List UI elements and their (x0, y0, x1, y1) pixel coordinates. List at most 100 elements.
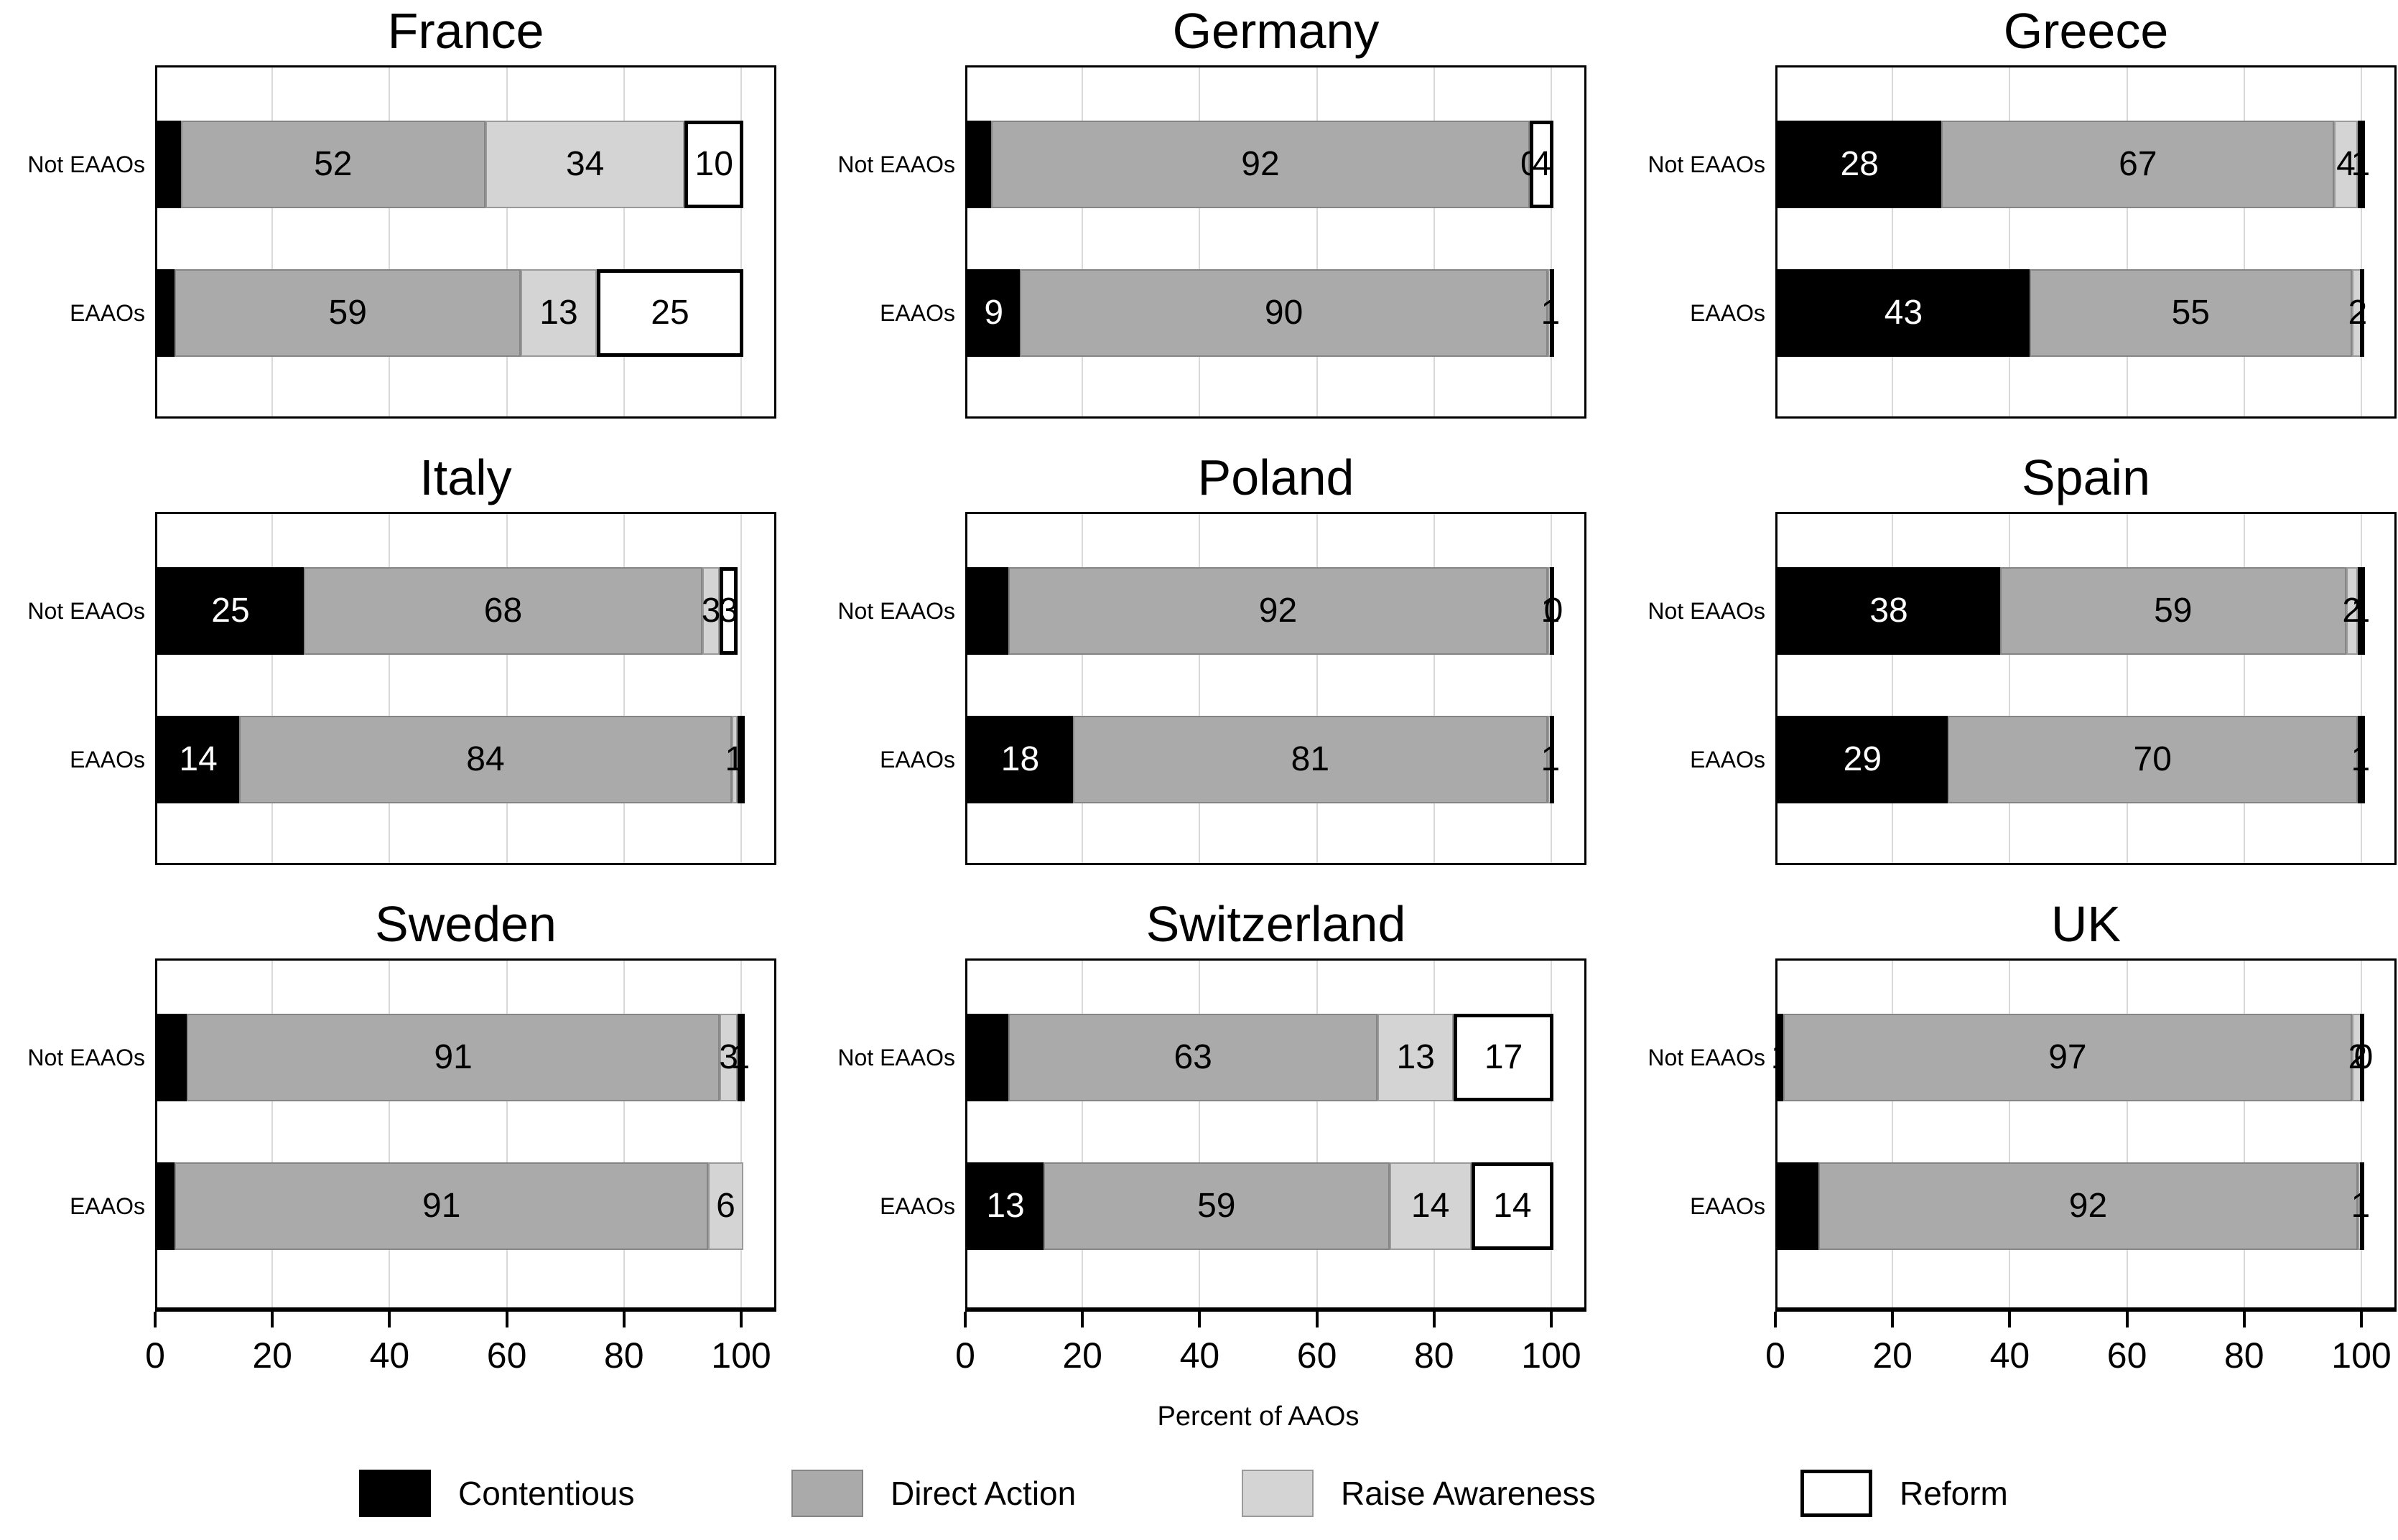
gridline-20 (1082, 514, 1084, 863)
row-label-sweden-0: Not EAAOs (27, 1045, 145, 1070)
gridline-20 (271, 67, 274, 416)
value-label: 18 (1000, 740, 1040, 778)
row-label-switzerland-1: EAAOs (880, 1193, 955, 1219)
gridline-60 (2126, 67, 2128, 416)
stacked-bar-poland-0: 9210 (967, 567, 1563, 655)
gridline-100 (2361, 67, 2362, 416)
bar-end-cap (2360, 1014, 2364, 1101)
gridline-40 (389, 514, 391, 863)
panel-spain: 38 59 2 1 29 70 1 (1775, 512, 2397, 865)
value-label: 1 (2351, 592, 2371, 630)
x-tick-label-80: 80 (1413, 1335, 1454, 1376)
legend-swatch-reform (1800, 1470, 1872, 1517)
x-tick-40 (2008, 1312, 2012, 1327)
stacked-bar-spain-1: 29 70 1 (1777, 716, 2370, 803)
facet-title-uk: UK (2050, 896, 2122, 952)
value-label: 4 (1532, 145, 1552, 183)
stacked-bar-greece-0: 28 67 4 1 (1777, 121, 2370, 208)
gridline-60 (1316, 67, 1318, 416)
legend-swatch-raise-awareness (1242, 1470, 1314, 1517)
segment-direct-action (1783, 1014, 2352, 1101)
x-tick-label-100: 100 (2331, 1335, 2392, 1376)
gridline-80 (623, 961, 625, 1307)
legend-entry-contentious: Contentious (359, 1465, 635, 1522)
segment-contentious (967, 716, 1073, 803)
value-label: 55 (2171, 294, 2210, 332)
x-tick-100 (740, 1312, 743, 1327)
panel-uk: 19720 921 (1771, 958, 2397, 1312)
value-label: 1 (2351, 740, 2371, 778)
x-tick-80 (1432, 1312, 1436, 1327)
value-label: 1 (2351, 145, 2371, 183)
x-tick-40 (1198, 1312, 1202, 1327)
legend-label-raise-awareness: Raise Awareness (1341, 1475, 1596, 1512)
segment-direct-action (2000, 567, 2346, 655)
gridline-40 (1199, 514, 1201, 863)
segment-contentious (1777, 1014, 1784, 1101)
stacked-bar-poland-1: 18811 (967, 716, 1560, 803)
gridline-40 (1199, 961, 1201, 1307)
gridline-80 (1433, 514, 1435, 863)
segment-reform (1530, 121, 1553, 208)
segment-contentious (157, 716, 240, 803)
segment-raise-awareness (2334, 121, 2358, 208)
gridline-20 (271, 514, 274, 863)
segment-contentious (1777, 716, 1948, 803)
stacked-bar-uk-0: 19720 (1771, 1014, 2373, 1101)
segment-raise-awareness (702, 567, 720, 655)
segment-raise-awareness (520, 269, 597, 357)
stacked-bar-italy-1: 14 84 1 (157, 716, 745, 803)
x-tick-0 (154, 1312, 157, 1327)
segment-raise-awareness (1377, 1014, 1454, 1101)
facet-title-france: France (387, 3, 544, 59)
gridline-20 (1892, 67, 1894, 416)
segment-raise-awareness (485, 121, 685, 208)
row-label-germany-1: EAAOs (880, 300, 955, 326)
segment-contentious (967, 1014, 1009, 1101)
segment-reform (2357, 716, 2365, 803)
segment-contentious (157, 121, 181, 208)
value-label: 67 (2119, 145, 2157, 183)
x-tick-label-40: 40 (1989, 1335, 2030, 1376)
row-label-uk-1: EAAOs (1690, 1193, 1765, 1219)
x-tick-40 (388, 1312, 391, 1327)
row-label-greece-0: Not EAAOs (1648, 151, 1765, 177)
value-label: 59 (328, 294, 367, 332)
gridline-60 (506, 514, 508, 863)
value-label: 84 (466, 740, 505, 778)
gridline-80 (1433, 67, 1435, 416)
value-label: 6 (716, 1187, 735, 1225)
segment-contentious (967, 1162, 1044, 1250)
segment-direct-action (186, 1014, 720, 1101)
segment-direct-action (2029, 269, 2352, 357)
segment-direct-action (1008, 567, 1548, 655)
value-label: 3 (719, 592, 738, 630)
value-label: 92 (2068, 1187, 2108, 1225)
segment-direct-action (990, 121, 1530, 208)
gridline-100 (740, 67, 742, 416)
stacked-bar-france-1: 59 13 25 (157, 269, 743, 357)
value-label: 91 (434, 1038, 473, 1076)
segment-reform (737, 716, 745, 803)
stacked-bar-sweden-1: 91 6 (157, 1162, 743, 1250)
panel-switzerland: 63 13 17 13 59 14 14 (965, 958, 1586, 1312)
gridline-40 (389, 961, 391, 1307)
value-label: 9 (984, 294, 1004, 332)
gridline-60 (506, 961, 508, 1307)
x-tick-label-40: 40 (1179, 1335, 1220, 1376)
panel-italy: 25 68 3 3 14 84 1 (155, 512, 776, 865)
segment-raise-awareness (1389, 1162, 1472, 1250)
value-label: 14 (179, 740, 218, 778)
segment-reform (684, 121, 743, 208)
gridline-20 (1892, 514, 1894, 863)
gridline-100 (1551, 961, 1552, 1307)
gridline-20 (1082, 67, 1084, 416)
x-tick-80 (622, 1312, 626, 1327)
bar-end-cap (1550, 269, 1554, 357)
segment-raise-awareness (731, 716, 738, 803)
segment-direct-action (175, 269, 521, 357)
value-label: 43 (1884, 294, 1923, 332)
stacked-bar-germany-0: 9204 (967, 121, 1553, 208)
segment-reform (720, 567, 738, 655)
value-label: 97 (2048, 1038, 2087, 1076)
